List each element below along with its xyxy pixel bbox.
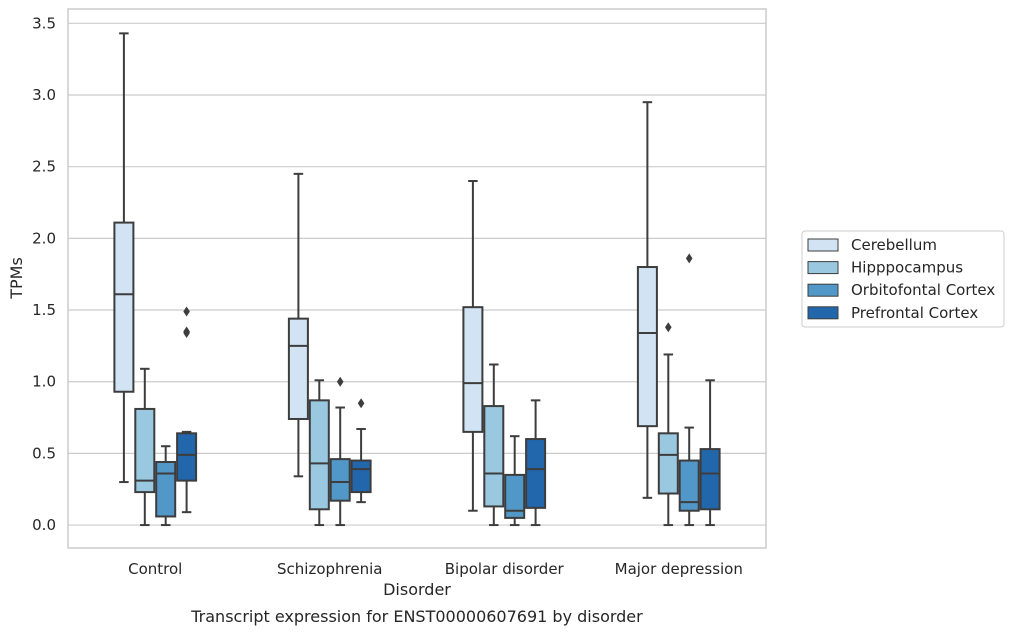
box-iqr	[113, 221, 135, 393]
box-iqr	[636, 266, 658, 428]
outlier-point	[685, 253, 693, 264]
outlier-point	[183, 326, 190, 337]
box-iqr	[504, 473, 526, 519]
y-tick-label: 0.5	[32, 444, 56, 462]
legend-label: Hipppocampus	[851, 259, 963, 277]
box-iqr	[483, 405, 505, 508]
y-tick-label: 2.5	[32, 158, 56, 176]
x-tick-label: Bipolar disorder	[445, 560, 565, 578]
box-iqr	[176, 432, 198, 482]
legend-swatch	[807, 283, 839, 297]
y-tick-label: 1.5	[32, 301, 56, 319]
x-tick-label: Control	[128, 560, 182, 578]
x-axis-label: Disorder	[383, 580, 451, 599]
x-axis-ticks: Control Schizophrenia Bipolar disorder Majo…	[128, 560, 743, 578]
y-tick-label: 0.0	[32, 516, 56, 534]
chart-caption: Transcript expression for ENST0000060769…	[190, 607, 643, 626]
box-iqr	[699, 448, 721, 511]
outlier-point	[357, 398, 365, 409]
legend-label: Prefrontal Cortex	[851, 304, 978, 322]
outlier-point	[336, 376, 344, 387]
y-tick-label: 2.0	[32, 229, 56, 247]
legend-frame	[801, 230, 1005, 328]
outlier-point	[665, 322, 672, 333]
y-tick-label: 1.0	[32, 373, 56, 391]
legend-label: Orbitofontal Cortex	[851, 281, 995, 299]
box-iqr	[525, 438, 547, 509]
box-iqr	[462, 306, 484, 433]
box-iqr	[678, 459, 700, 512]
box-iqr	[350, 459, 372, 494]
legend-swatch	[807, 238, 839, 252]
box-iqr	[287, 317, 309, 420]
box-series-group	[113, 32, 721, 527]
x-tick-label: Major depression	[615, 560, 743, 578]
x-tick-label: Schizophrenia	[277, 560, 382, 578]
legend: Cerebellum Hipppocampus Orbitofontal Corte…	[801, 230, 1005, 328]
box-iqr	[134, 407, 156, 494]
y-tick-label: 3.5	[32, 14, 56, 32]
box-iqr	[657, 432, 679, 495]
box-iqr	[155, 460, 177, 518]
legend-label: Cerebellum	[851, 236, 937, 254]
legend-swatch	[807, 306, 839, 320]
box-iqr	[308, 399, 330, 511]
y-tick-label: 3.0	[32, 86, 56, 104]
y-axis-label: TPMs	[7, 257, 26, 300]
legend-swatch	[807, 261, 839, 275]
outlier-point	[183, 306, 190, 317]
y-axis-ticks: 0.0 0.5 1.0 1.5 2.0 2.5 3.0 3.5	[32, 14, 56, 534]
plot-frame	[67, 8, 767, 549]
box-iqr	[329, 458, 351, 502]
